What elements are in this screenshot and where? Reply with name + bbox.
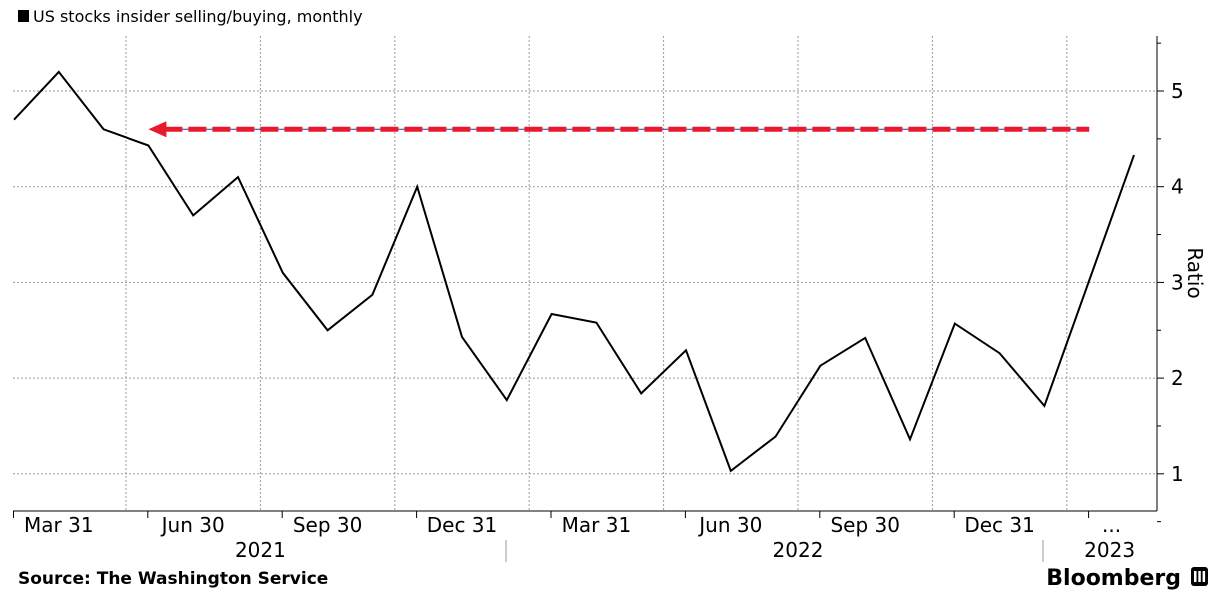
y-tick-label: 5 [1171,79,1184,103]
year-label: 2022 [773,538,824,562]
x-tick-label: Mar 31 [562,513,632,537]
year-label: 2021 [235,538,286,562]
annotation-layer [148,121,1090,138]
y-tick-label: 3 [1171,270,1184,294]
x-tick-label: Mar 31 [24,513,94,537]
x-tick-label: ... [1102,513,1121,537]
axes [13,36,1164,562]
x-tick-label: Sep 30 [293,513,363,537]
y-axis-label: Ratio [1183,247,1207,298]
y-tick-label: 1 [1171,462,1184,486]
annotation-arrowhead [148,121,167,138]
series-layer [13,70,1135,473]
y-tick-label: 2 [1171,366,1184,390]
bloomberg-terminal-icon [1191,567,1208,586]
gridlines [13,36,1157,511]
x-tick-label: Sep 30 [830,513,900,537]
chart-title: US stocks insider selling/buying, monthl… [33,7,363,26]
year-label: 2023 [1084,538,1135,562]
source-note: Source: The Washington Service [18,569,328,589]
x-tick-label: Dec 31 [964,513,1035,537]
tick-labels: 1 2 3 4 5 Mar 31 Jun 30 Sep 30 Dec 31 Mar 31 Jun 3… [24,79,1184,562]
bloomberg-logo: Bloomberg [1046,566,1181,591]
title-marker [18,10,29,22]
series-line [13,70,1135,473]
y-tick-label: 4 [1171,175,1184,199]
x-tick-label: Dec 31 [427,513,498,537]
x-tick-label: Jun 30 [160,513,225,537]
plot-area [13,36,1157,511]
x-tick-label: Jun 30 [697,513,762,537]
